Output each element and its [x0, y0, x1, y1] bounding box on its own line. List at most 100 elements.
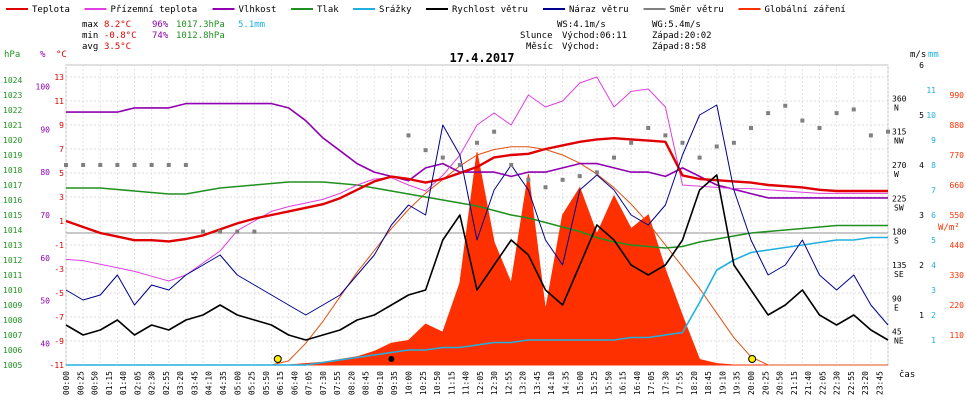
c-tick: 3 [59, 193, 64, 202]
wind-direction-point [166, 163, 171, 167]
pct-tick: 70 [40, 211, 50, 220]
sunrise: Východ:06:11 [562, 31, 627, 41]
x-tick-label: 04:10 [205, 371, 214, 395]
wind-direction-point [64, 163, 68, 167]
wm2-tick: 220 [950, 301, 965, 310]
mm-tick: 11 [926, 86, 936, 95]
x-tick-label: 08:45 [362, 371, 371, 395]
wm2-axis-title: W/m² [938, 223, 960, 233]
c-tick: 11 [54, 97, 64, 106]
x-tick-label: 13:20 [519, 371, 528, 395]
hpa-tick: 1008 [3, 316, 22, 325]
series [64, 76, 890, 366]
x-tick-label: 20:50 [776, 371, 785, 395]
wind-direction-point [201, 229, 205, 234]
mm-tick: 9 [931, 136, 936, 145]
mm-tick: 2 [931, 311, 936, 320]
wind-direction-point [577, 174, 582, 179]
wind-direction-point [183, 163, 188, 167]
mm-tick: 3 [931, 286, 936, 295]
x-tick-label: 12:30 [490, 371, 499, 395]
hpa-tick: 1021 [3, 121, 22, 130]
wind-direction-point [440, 155, 445, 160]
x-tick-label: 21:15 [790, 371, 799, 395]
x-tick-label: 04:35 [219, 371, 228, 395]
min-temp: -0.8°C [104, 31, 137, 41]
series-wind-gust [65, 104, 889, 326]
ms-tick: 1 [919, 311, 924, 320]
x-tick-label: 15:50 [604, 371, 613, 395]
x-tick-label: 10:50 [433, 371, 442, 395]
x-tick-label: 07:05 [305, 371, 314, 395]
legend-item: Rychlost větru [452, 5, 528, 15]
x-tick-label: 23:45 [875, 371, 884, 395]
pct-tick: 80 [40, 168, 50, 177]
x-tick-label: 22:30 [833, 371, 842, 395]
x-tick-label: 16:40 [633, 371, 642, 395]
wind-direction-point [526, 177, 531, 182]
dir-tick: 225 [892, 194, 907, 203]
wind-direction-point [492, 129, 497, 134]
wind-direction-point [697, 155, 702, 160]
moon-label: Měsíc [526, 42, 553, 52]
wm2-tick: 880 [950, 121, 965, 130]
wind-direction-point [475, 140, 479, 145]
min-press: 1012.8hPa [176, 31, 225, 41]
dir-tick: 270 [892, 161, 907, 170]
min-hum: 74% [152, 31, 169, 41]
x-tick-label: 07:30 [319, 371, 328, 395]
wm2-tick: 770 [950, 151, 965, 160]
c-tick: -5 [54, 289, 64, 298]
x-tick-label: 05:25 [248, 371, 257, 395]
wind-direction-point [115, 163, 120, 167]
sunset-marker [748, 355, 757, 363]
mm-tick: 4 [931, 261, 936, 270]
pct-tick: 50 [40, 297, 50, 306]
hpa-tick: 1012 [3, 256, 22, 265]
wind-direction-point [868, 133, 873, 138]
x-tick-label: 00:00 [62, 371, 71, 395]
x-tick-label: 11:15 [447, 371, 456, 395]
x-tick-label: 15:00 [576, 371, 585, 395]
x-tick-label: 14:35 [561, 371, 570, 395]
legend-item: Teplota [32, 5, 70, 15]
mm-tick: 7 [931, 186, 936, 195]
wind-direction-point [680, 140, 685, 145]
c-tick: -9 [54, 337, 64, 346]
hpa-tick: 1013 [3, 241, 22, 250]
x-tick-label: 14:10 [547, 371, 556, 395]
x-tick-label: 12:55 [504, 371, 513, 395]
wind-direction-point [663, 133, 668, 138]
chart-title: 17.4.2017 [449, 51, 514, 65]
hpa-tick: 1015 [3, 211, 22, 220]
series-ground-temperature [65, 76, 888, 282]
hpa-tick: 1016 [3, 196, 22, 205]
wind-direction-point [629, 140, 634, 145]
x-tick-label: 17:55 [676, 371, 685, 395]
pct-tick: 40 [40, 340, 50, 349]
wind-direction-point [406, 133, 411, 138]
dir-tick-label: SW [894, 203, 904, 212]
wind-direction-point [457, 163, 462, 167]
dir-tick-label: NW [894, 137, 904, 146]
mm-tick: 5 [931, 236, 936, 245]
dir-tick: 135 [892, 261, 907, 270]
x-tick-label: 08:20 [347, 371, 356, 395]
ms-axis-title: m/s [910, 50, 926, 60]
x-tick-label: 09:10 [376, 371, 385, 395]
hpa-tick: 1011 [3, 271, 22, 280]
hpa-tick: 1019 [3, 151, 22, 160]
moonrise: Východ: [562, 42, 600, 52]
wm2-tick: 660 [950, 181, 965, 190]
series-wind-speed [65, 174, 889, 341]
x-tick-label: 00:50 [91, 371, 100, 395]
x-ticks: 00:00 00:25 00:50 01:15 01:40 02:05 02:30 02:55… [62, 371, 884, 395]
wind-direction-point [817, 125, 822, 130]
ms-tick: 2 [919, 261, 924, 270]
x-tick-label: 05:50 [262, 371, 271, 395]
max-label: max [82, 20, 99, 30]
x-tick-label: 06:15 [276, 371, 285, 395]
hpa-tick: 1014 [3, 226, 22, 235]
wm2-tick: 110 [950, 331, 965, 340]
